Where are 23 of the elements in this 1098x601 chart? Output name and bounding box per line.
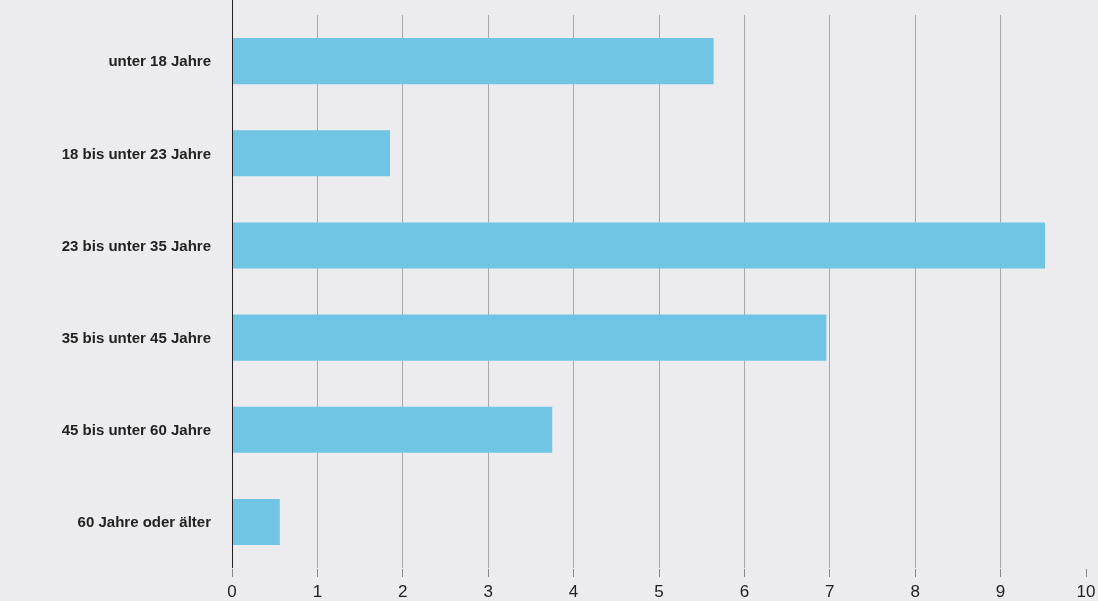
x-tick-label: 6 (739, 582, 750, 601)
x-tick-label: 2 (398, 582, 408, 601)
bar (232, 130, 390, 177)
x-tick-label: 9 (995, 582, 1006, 601)
x-tick-label: 3 (483, 582, 493, 601)
x-tick-label: 1 (312, 582, 323, 601)
x-tick-label: 10 (1076, 582, 1096, 601)
y-tick-label: 60 Jahre oder älter (77, 513, 212, 531)
x-tick-label: 0 (227, 582, 237, 601)
y-tick-label: 35 bis unter 45 Jahre (61, 328, 211, 346)
x-tick-label: 8 (910, 582, 920, 601)
bar (232, 314, 827, 361)
y-tick-label: 45 bis unter 60 Jahre (61, 421, 211, 438)
bar (232, 498, 280, 545)
bar (232, 222, 1046, 269)
y-tick-label: unter 18 Jahre (108, 52, 211, 70)
y-tick-label: 18 bis unter 23 Jahre (61, 144, 211, 162)
bar (232, 38, 714, 85)
x-tick-label: 7 (825, 582, 835, 601)
bar (232, 406, 553, 453)
x-tick-label: 5 (654, 582, 664, 601)
y-tick-label: 23 bis unter 35 Jahre (61, 236, 211, 254)
x-tick-label: 4 (568, 582, 579, 601)
